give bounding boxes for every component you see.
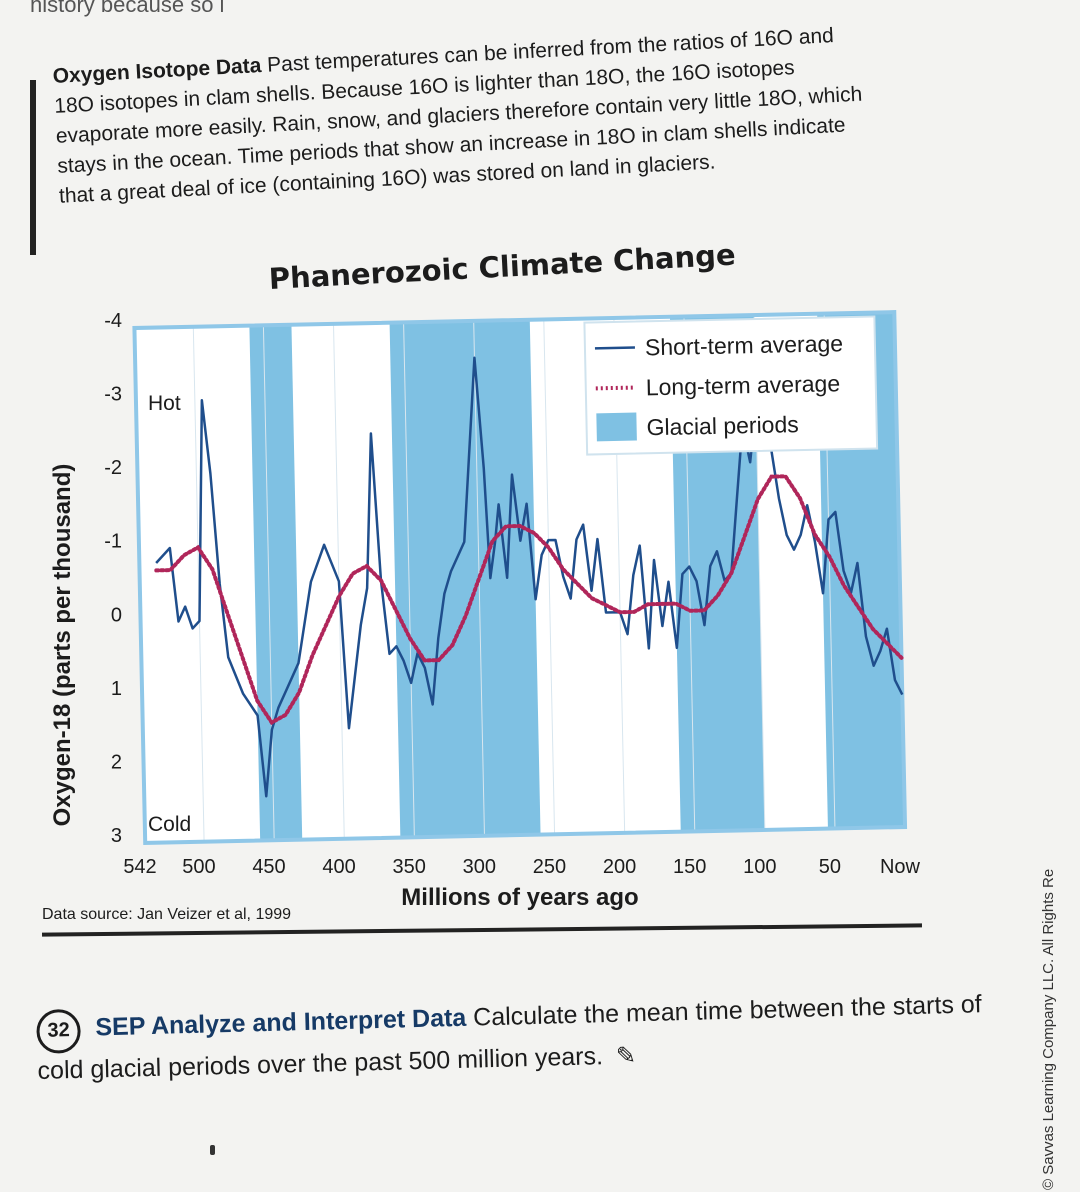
y-tick-label: -1 (104, 531, 122, 553)
chart-title: Phanerozoic Climate Change (268, 237, 737, 296)
legend-entry-label: Long-term average (646, 370, 841, 400)
y-tick-label: 2 (111, 751, 122, 773)
legend: Short-term average Long-term average Glaci… (583, 315, 879, 456)
section-divider (42, 923, 922, 937)
short-term-average-line (155, 356, 904, 798)
intro-heading: Oxygen Isotope Data (52, 54, 262, 88)
x-tick-label: 400 (322, 856, 355, 878)
y-tick-label: 0 (111, 604, 122, 626)
legend-short-term-swatch (594, 346, 635, 350)
previous-text-fragment: history because so l (30, 0, 225, 17)
x-tick-label: 250 (533, 856, 566, 878)
intro-accent-bar (30, 80, 36, 255)
x-tick-label: 150 (673, 856, 706, 878)
pencil-icon: ✎ (615, 1042, 637, 1070)
x-tick-label: Now (880, 856, 921, 878)
legend-entry-label: Glacial periods (646, 411, 799, 440)
x-gridline (543, 319, 556, 835)
glacial-period-band (389, 319, 541, 838)
data-source: Data source: Jan Veizer et al, 1999 (42, 906, 292, 923)
x-tick-label: 100 (743, 856, 776, 878)
legend-entry-label: Short-term average (645, 330, 844, 360)
legend-long-term-swatch (595, 385, 636, 391)
x-tick-label: 300 (463, 856, 496, 878)
x-tick-label: 450 (252, 856, 285, 878)
cold-annotation: Cold (148, 813, 191, 836)
x-tick-label: 200 (603, 856, 636, 878)
x-tick-label: 350 (393, 856, 426, 878)
x-gridline (262, 325, 275, 841)
question-heading: SEP Analyze and Interpret Data (95, 1003, 467, 1042)
legend-glacial-swatch (596, 412, 637, 442)
legend-box (583, 315, 879, 456)
question-number: 32 (36, 1008, 82, 1054)
y-tick-label: 3 (111, 825, 122, 847)
y-tick-label: -2 (104, 457, 122, 479)
question-32: 32 SEP Analyze and Interpret Data Calcul… (36, 985, 998, 1089)
hot-annotation: Hot (148, 392, 181, 415)
x-axis-label: Millions of years ago (401, 884, 638, 911)
y-tick-label: 1 (111, 678, 122, 700)
x-gridline (403, 322, 415, 838)
climate-chart: Short-term average Long-term average Glaci… (49, 310, 921, 911)
intro-paragraph: Oxygen Isotope Data Past temperatures ca… (52, 19, 879, 212)
x-tick-label: 542 (123, 856, 156, 878)
x-tick-label: 500 (182, 856, 215, 878)
intro-text: Past temperatures can be inferred from t… (53, 24, 863, 208)
copyright-note: © Savvas Learning Company LLC. All Right… (1040, 868, 1057, 1190)
plot-frame (132, 310, 908, 845)
long-term-average-line (154, 474, 904, 726)
y-tick-label: -4 (104, 310, 122, 332)
chart-plot-group: Short-term average Long-term average Glaci… (132, 310, 908, 845)
x-tick-label: 50 (819, 856, 841, 878)
y-axis-label: Oxygen-18 (parts per thousand) (49, 464, 76, 827)
y-tick-label: -3 (104, 384, 122, 406)
pen-mark (210, 1145, 215, 1155)
